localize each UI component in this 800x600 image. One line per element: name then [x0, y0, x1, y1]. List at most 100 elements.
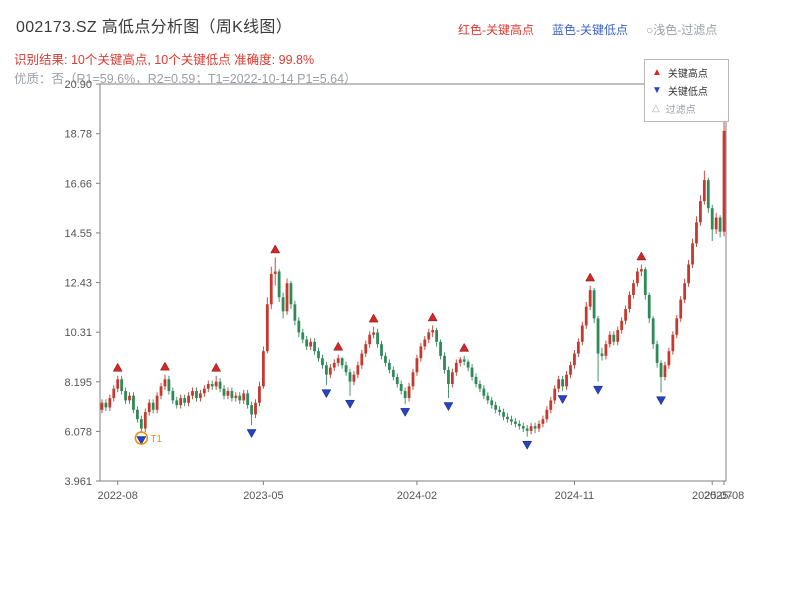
candle-body	[671, 334, 675, 352]
candle-body	[620, 320, 624, 331]
key-low-marker	[443, 402, 454, 412]
top-legend-key-low-label: 蓝色-关键低点	[552, 23, 628, 37]
candle-body	[498, 409, 502, 413]
candle-body	[643, 269, 647, 295]
legend-item-filter: △ 过滤点	[652, 102, 721, 116]
candle-body	[545, 409, 549, 420]
key-high-marker	[112, 362, 123, 372]
candle-body	[214, 381, 218, 387]
candle-body	[368, 334, 372, 345]
candle-body	[344, 365, 348, 373]
y-tick-label: 16.66	[64, 178, 92, 190]
candle-body	[600, 353, 604, 356]
candle-body	[683, 283, 687, 300]
y-axis: 3.961 6.078 8.195 10.31 12.43 14.55 16.66 18.78…	[64, 79, 100, 488]
key-high-marker	[160, 361, 170, 371]
key-low-marker	[246, 429, 257, 439]
plot-area	[99, 83, 727, 482]
y-tick-label: 12.43	[64, 278, 92, 290]
candle-body	[592, 290, 596, 319]
candle-body	[466, 361, 470, 368]
key-high-marker	[459, 342, 470, 352]
candle-body	[399, 383, 403, 392]
candle-body	[427, 332, 431, 340]
candle-body	[628, 294, 631, 309]
key-high-marker	[270, 244, 281, 254]
candle-body	[604, 344, 608, 356]
candle-body	[655, 344, 659, 363]
candle-body	[608, 334, 612, 345]
candle-body	[565, 374, 568, 387]
candle-body	[391, 369, 395, 377]
candle-body	[411, 372, 415, 387]
candle-body	[230, 391, 234, 399]
legend-item-label: 过滤点	[665, 105, 696, 116]
candle-body	[254, 402, 257, 415]
t1-label: T1	[150, 434, 162, 445]
candle-body	[328, 367, 332, 375]
candle-body	[569, 365, 572, 375]
candle-body	[277, 271, 281, 298]
candle-body	[321, 358, 324, 366]
candle-body	[297, 320, 301, 333]
candle-body	[336, 358, 340, 363]
candle-body	[706, 180, 710, 209]
candle-body	[128, 395, 131, 401]
x-tick-label: 2023-05	[243, 490, 283, 502]
legend-item-key-low: ▼ 关键低点	[652, 84, 721, 98]
candle-body	[352, 374, 356, 382]
candle-body	[313, 341, 316, 352]
candle-body	[206, 383, 210, 389]
candle-body	[580, 325, 584, 342]
y-tick-label: 3.961	[64, 476, 92, 488]
page-title: 002173.SZ 高低点分析图（周K线图）	[16, 19, 292, 36]
candle-body	[171, 391, 175, 401]
candle-body	[151, 402, 155, 410]
candle-body	[202, 388, 206, 394]
recognition-result-text: 识别结果: 10个关键高点, 10个关键低点 准确度: 99.8%	[14, 53, 315, 67]
candle-body	[458, 359, 462, 363]
candle-body	[533, 426, 537, 429]
candle-body	[281, 297, 285, 312]
candles-layer	[100, 121, 726, 437]
candle-body	[289, 283, 293, 305]
candle-body	[250, 405, 253, 415]
candle-body	[659, 362, 663, 377]
candle-body	[513, 421, 517, 424]
key-low-marker	[400, 408, 411, 417]
candle-body	[112, 388, 116, 399]
candle-body	[679, 299, 683, 319]
candle-body	[447, 369, 450, 384]
candle-body	[364, 344, 368, 354]
candle-body	[376, 332, 379, 345]
key-high-marker	[636, 251, 647, 261]
candle-body	[356, 365, 360, 375]
candle-body	[222, 388, 226, 396]
candle-body	[549, 400, 553, 410]
candle-body	[155, 395, 159, 410]
candle-body	[380, 344, 383, 356]
x-tick-label: 2025-07	[692, 490, 732, 502]
key-high-markers	[112, 244, 647, 372]
candle-body	[553, 388, 557, 401]
candle-body	[576, 341, 580, 354]
candle-body	[612, 334, 616, 342]
candle-body	[384, 355, 387, 363]
candle-body	[588, 290, 592, 307]
candle-body	[116, 379, 120, 389]
up-triangle-icon: ▲	[652, 66, 662, 78]
candle-body	[175, 400, 179, 406]
candle-body	[324, 365, 328, 375]
candle-body	[667, 351, 671, 366]
candle-body	[702, 180, 706, 202]
candle-body	[675, 318, 679, 335]
candle-body	[179, 398, 183, 406]
candle-body	[191, 391, 194, 396]
candle-body	[510, 419, 513, 422]
candle-body	[561, 379, 565, 387]
x-tick-label: 2022-08	[98, 490, 138, 502]
candle-body	[695, 222, 698, 244]
candle-body	[265, 304, 269, 352]
candle-body	[710, 208, 714, 230]
candle-body	[332, 362, 336, 368]
